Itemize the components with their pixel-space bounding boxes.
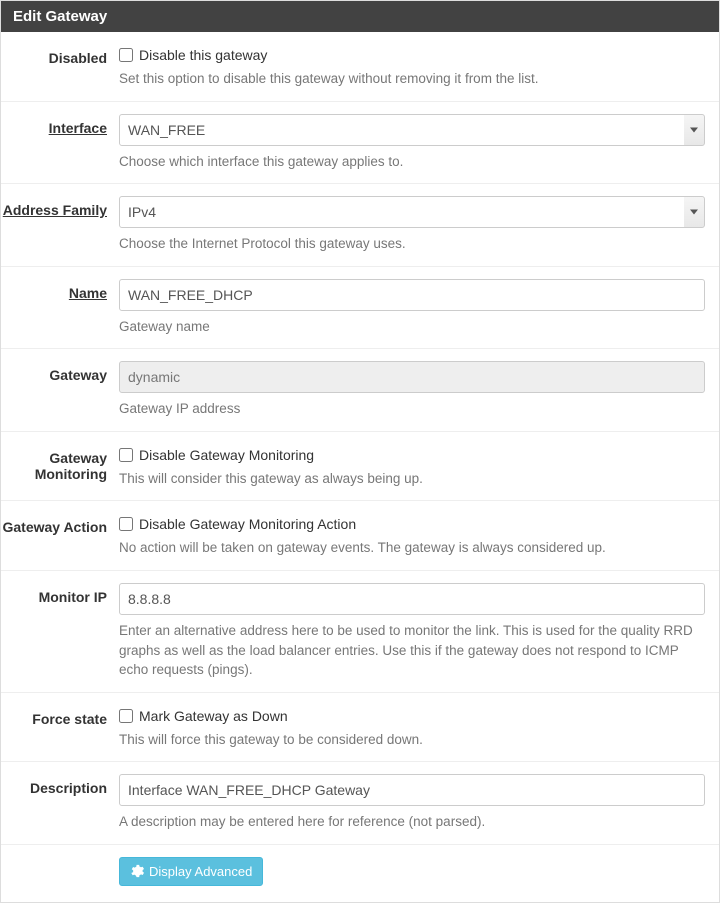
row-disabled: Disabled Disable this gateway Set this o… bbox=[1, 32, 719, 102]
label-description: Description bbox=[30, 780, 107, 796]
interface-help: Choose which interface this gateway appl… bbox=[119, 152, 705, 172]
action-checkbox[interactable] bbox=[119, 517, 133, 531]
disabled-checkbox-label: Disable this gateway bbox=[139, 47, 267, 63]
label-force-state: Force state bbox=[32, 711, 107, 727]
label-gateway: Gateway bbox=[49, 367, 107, 383]
display-advanced-button[interactable]: Display Advanced bbox=[119, 857, 263, 886]
row-monitor-ip: Monitor IP Enter an alternative address … bbox=[1, 571, 719, 693]
display-advanced-label: Display Advanced bbox=[149, 864, 252, 879]
force-state-checkbox[interactable] bbox=[119, 709, 133, 723]
name-input[interactable] bbox=[119, 279, 705, 311]
interface-select[interactable]: WAN_FREE bbox=[119, 114, 705, 146]
row-action: Gateway Action Disable Gateway Monitorin… bbox=[1, 501, 719, 571]
action-help: No action will be taken on gateway event… bbox=[119, 538, 705, 558]
row-name: Name Gateway name bbox=[1, 267, 719, 350]
row-monitoring: Gateway Monitoring Disable Gateway Monit… bbox=[1, 432, 719, 502]
row-description: Description A description may be entered… bbox=[1, 762, 719, 845]
monitoring-checkbox-label: Disable Gateway Monitoring bbox=[139, 447, 314, 463]
label-monitor-ip: Monitor IP bbox=[39, 589, 107, 605]
panel-title: Edit Gateway bbox=[1, 1, 719, 32]
label-monitoring: Gateway Monitoring bbox=[35, 450, 107, 482]
disabled-checkbox[interactable] bbox=[119, 48, 133, 62]
label-interface: Interface bbox=[49, 120, 107, 136]
button-row: Display Advanced bbox=[1, 845, 719, 902]
edit-gateway-panel: Edit Gateway Disabled Disable this gatew… bbox=[0, 0, 720, 903]
description-input[interactable] bbox=[119, 774, 705, 806]
address-family-select[interactable]: IPv4 bbox=[119, 196, 705, 228]
gear-icon bbox=[130, 864, 144, 878]
monitor-ip-input[interactable] bbox=[119, 583, 705, 615]
force-state-checkbox-label: Mark Gateway as Down bbox=[139, 708, 288, 724]
monitoring-checkbox[interactable] bbox=[119, 448, 133, 462]
label-disabled: Disabled bbox=[49, 50, 107, 66]
action-checkbox-label: Disable Gateway Monitoring Action bbox=[139, 516, 356, 532]
address-family-help: Choose the Internet Protocol this gatewa… bbox=[119, 234, 705, 254]
row-address-family: Address Family IPv4 Choose the Internet … bbox=[1, 184, 719, 267]
gateway-input bbox=[119, 361, 705, 393]
row-force-state: Force state Mark Gateway as Down This wi… bbox=[1, 693, 719, 763]
monitoring-help: This will consider this gateway as alway… bbox=[119, 469, 705, 489]
label-name: Name bbox=[69, 285, 107, 301]
name-help: Gateway name bbox=[119, 317, 705, 337]
label-address-family: Address Family bbox=[3, 202, 107, 218]
monitor-ip-help: Enter an alternative address here to be … bbox=[119, 621, 705, 680]
force-state-help: This will force this gateway to be consi… bbox=[119, 730, 705, 750]
disabled-help: Set this option to disable this gateway … bbox=[119, 69, 705, 89]
description-help: A description may be entered here for re… bbox=[119, 812, 705, 832]
row-gateway: Gateway Gateway IP address bbox=[1, 349, 719, 432]
label-action: Gateway Action bbox=[2, 519, 107, 535]
gateway-help: Gateway IP address bbox=[119, 399, 705, 419]
row-interface: Interface WAN_FREE Choose which interfac… bbox=[1, 102, 719, 185]
